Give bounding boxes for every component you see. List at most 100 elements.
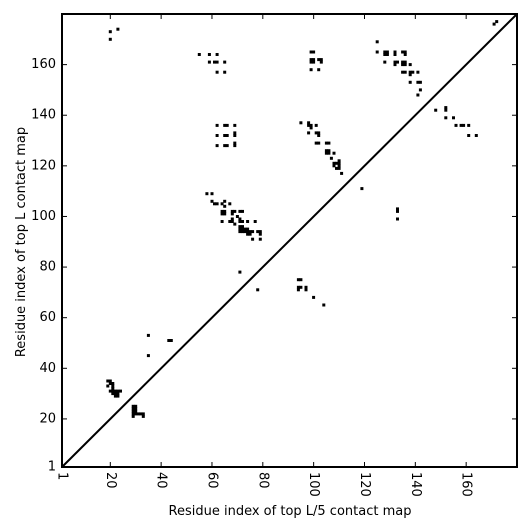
- contact-point: [416, 70, 420, 74]
- contact-point: [223, 209, 227, 213]
- contact-point: [111, 382, 115, 385]
- contact-point: [116, 394, 120, 398]
- contact-point: [253, 220, 257, 223]
- contact-point: [223, 204, 227, 208]
- y-tick-label: 20: [39, 411, 56, 426]
- contact-point: [296, 278, 300, 282]
- contact-point: [459, 123, 463, 127]
- contact-point: [220, 209, 224, 213]
- contact-point: [241, 227, 244, 231]
- contact-point: [393, 50, 397, 54]
- contact-point: [215, 144, 219, 148]
- contact-point: [307, 121, 311, 125]
- contact-point: [454, 123, 458, 127]
- contact-point: [241, 225, 244, 229]
- contact-point: [403, 70, 407, 74]
- contact-point: [139, 412, 143, 416]
- contact-point: [434, 108, 438, 112]
- contact-point: [238, 270, 242, 274]
- contact-point: [220, 220, 224, 223]
- contact-point: [327, 141, 331, 145]
- contact-point: [111, 389, 115, 393]
- contact-point: [108, 382, 112, 385]
- contact-point: [337, 161, 341, 165]
- contact-point: [223, 144, 227, 148]
- contact-point: [116, 27, 120, 31]
- contact-point: [213, 202, 216, 206]
- contact-point: [401, 63, 405, 67]
- contact-point: [322, 303, 326, 307]
- contact-point: [309, 68, 313, 72]
- contact-point: [337, 166, 341, 170]
- contact-point: [332, 161, 336, 165]
- contact-point: [452, 116, 455, 120]
- contact-point: [403, 63, 407, 67]
- contact-point: [116, 392, 120, 396]
- contact-point: [314, 123, 318, 127]
- contact-point: [131, 409, 135, 413]
- contact-point: [418, 80, 422, 84]
- contact-point: [246, 227, 250, 231]
- contact-point: [309, 126, 313, 130]
- contact-point: [230, 220, 234, 223]
- contact-point: [207, 53, 211, 56]
- contact-point: [396, 209, 399, 213]
- contact-point: [408, 80, 412, 84]
- contact-point: [375, 50, 379, 54]
- contact-point: [312, 58, 316, 62]
- contact-point: [108, 379, 112, 383]
- contact-point: [317, 68, 321, 72]
- contact-point: [312, 60, 316, 64]
- contact-point: [116, 389, 120, 393]
- contact-point: [167, 339, 171, 342]
- contact-point: [258, 232, 262, 236]
- contact-point: [243, 230, 247, 234]
- contact-point: [108, 389, 112, 393]
- contact-point: [444, 106, 448, 110]
- contact-point: [223, 60, 227, 64]
- x-tick-label: 160: [459, 472, 474, 497]
- contact-point: [146, 354, 150, 358]
- contact-point: [230, 209, 234, 213]
- plot-area: [61, 13, 518, 468]
- contact-point: [408, 63, 412, 67]
- contact-point: [207, 60, 211, 64]
- contact-point: [106, 379, 110, 383]
- y-tick-label: 1: [48, 460, 56, 475]
- contact-point: [233, 134, 237, 137]
- contact-point: [319, 58, 323, 62]
- contact-point: [225, 134, 229, 137]
- contact-point: [337, 164, 341, 168]
- contact-point: [233, 141, 237, 145]
- contact-point: [223, 123, 227, 127]
- contact-point: [256, 288, 260, 292]
- x-axis: 1 20 40 60 80 100 120 140 160: [55, 14, 474, 497]
- contact-point: [210, 192, 214, 196]
- contact-point: [131, 412, 135, 416]
- contact-point: [335, 161, 338, 165]
- contact-point: [396, 60, 399, 64]
- contact-point: [307, 123, 311, 127]
- contact-point: [197, 53, 201, 56]
- contact-point: [111, 392, 115, 396]
- contact-point: [411, 70, 415, 74]
- contact-point: [327, 149, 331, 153]
- contact-point: [416, 93, 420, 97]
- x-tick-label: 20: [103, 472, 118, 489]
- contact-point: [375, 40, 379, 44]
- contact-point: [131, 414, 135, 418]
- contact-point: [225, 123, 229, 127]
- contact-point: [312, 295, 316, 299]
- contact-point: [113, 392, 117, 396]
- contact-point: [307, 131, 311, 135]
- contact-point: [401, 60, 405, 64]
- contact-point: [337, 159, 341, 163]
- contact-point: [238, 225, 242, 229]
- contact-point: [299, 121, 303, 125]
- contact-point: [111, 384, 115, 388]
- x-tick-label: 40: [154, 472, 169, 489]
- contact-point: [241, 230, 244, 234]
- contact-point: [241, 220, 244, 223]
- contact-point: [314, 141, 318, 145]
- contact-point: [111, 387, 115, 390]
